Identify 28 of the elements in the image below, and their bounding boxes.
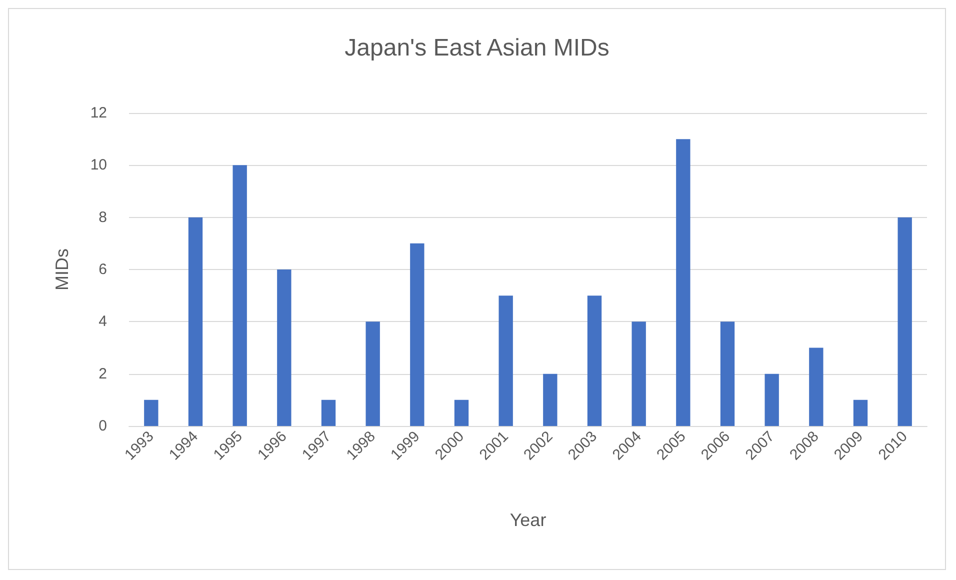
bar <box>454 400 469 426</box>
bar <box>676 139 690 426</box>
y-tick-label: 6 <box>98 261 107 278</box>
bar <box>144 400 158 426</box>
chart-title: Japan's East Asian MIDs <box>344 34 610 62</box>
bar <box>410 243 424 426</box>
bar <box>764 374 779 426</box>
bar <box>632 322 646 426</box>
y-tick-label: 2 <box>98 365 107 382</box>
bar <box>277 270 292 426</box>
bar <box>587 296 602 426</box>
y-tick-label: 0 <box>98 418 107 434</box>
bar <box>898 217 912 426</box>
y-tick-label: 10 <box>90 156 107 174</box>
bar <box>366 322 380 426</box>
x-axis-title: Year <box>510 510 546 530</box>
y-tick-label: 12 <box>90 104 107 122</box>
y-tick-label: 4 <box>98 313 107 330</box>
bar <box>543 374 558 426</box>
bar <box>720 322 735 426</box>
bar <box>188 217 203 426</box>
bar <box>853 400 868 426</box>
bar <box>232 165 247 426</box>
bar <box>321 400 336 426</box>
y-axis-title: MIDs <box>52 248 72 290</box>
y-tick-label: 8 <box>98 208 107 226</box>
bar <box>498 296 513 426</box>
bar <box>809 348 824 426</box>
